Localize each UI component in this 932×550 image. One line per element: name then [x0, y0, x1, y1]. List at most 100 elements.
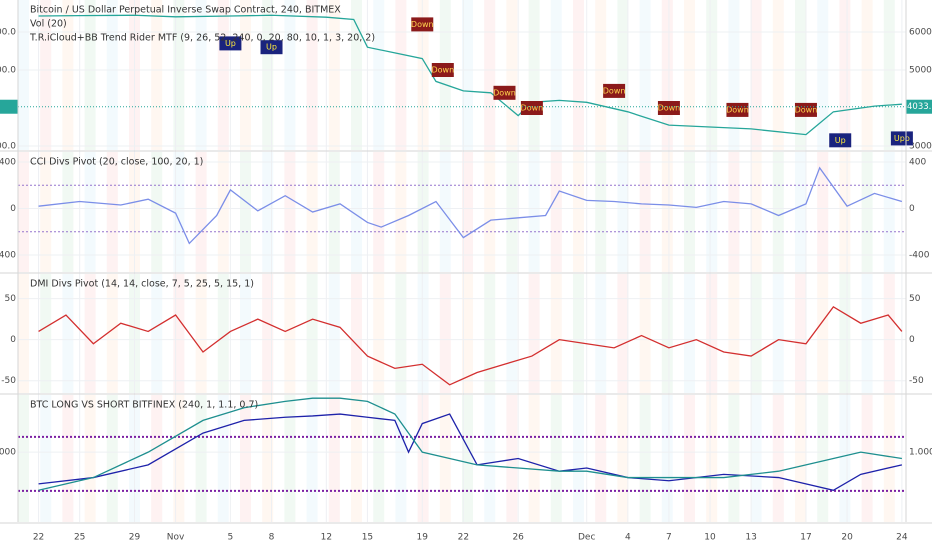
- x-tick-label: 5: [228, 533, 234, 543]
- background-band: [217, 274, 229, 393]
- background-band: [684, 274, 695, 393]
- signal-text: Upp: [894, 134, 910, 143]
- background-band: [173, 0, 185, 150]
- background-band: [328, 395, 340, 522]
- background-band: [328, 0, 340, 150]
- background-band: [284, 274, 296, 393]
- background-band: [395, 0, 407, 150]
- background-band: [528, 0, 540, 150]
- background-band: [661, 274, 673, 393]
- background-band: [462, 0, 473, 150]
- background-band: [106, 274, 118, 393]
- background-band: [839, 274, 851, 393]
- background-band: [661, 152, 673, 272]
- background-band: [639, 0, 651, 150]
- background-band: [62, 274, 74, 393]
- background-band: [550, 274, 562, 393]
- background-band: [883, 274, 895, 393]
- background-band: [217, 152, 229, 272]
- signal-label: [726, 102, 749, 117]
- background-band: [151, 395, 163, 522]
- signal-label: [260, 40, 283, 55]
- signal-text: Down: [431, 66, 454, 75]
- background-band: [84, 395, 96, 522]
- background-band: [40, 274, 52, 393]
- pane-title: DMI Divs Pivot (14, 14, close, 7, 5, 25,…: [30, 279, 254, 290]
- signal-text: Down: [411, 20, 434, 29]
- background-band: [750, 152, 762, 272]
- background-band: [573, 395, 584, 522]
- background-band: [84, 152, 96, 272]
- x-tick-label: 22: [33, 533, 44, 543]
- background-band: [195, 152, 207, 272]
- signal-label: [431, 63, 454, 78]
- background-band: [262, 274, 274, 393]
- background-band: [617, 152, 629, 272]
- x-tick-label: 20: [841, 533, 853, 543]
- signal-label: [890, 131, 913, 146]
- x-tick-label: 4: [625, 533, 631, 543]
- background-band: [106, 395, 118, 522]
- y-tick-label: 6000.0: [0, 27, 16, 37]
- background-band: [195, 0, 207, 150]
- background-band: [795, 0, 806, 150]
- background-band: [661, 0, 673, 150]
- background-band: [395, 395, 407, 522]
- background-band: [306, 395, 318, 522]
- background-band: [595, 0, 607, 150]
- pane-subtitle: Vol (20): [30, 19, 67, 30]
- background-band: [595, 274, 607, 393]
- background-band: [462, 152, 473, 272]
- y-tick-label: 5000.0: [909, 66, 932, 76]
- background-band: [351, 0, 362, 150]
- background-band: [617, 274, 629, 393]
- signal-label: [657, 101, 680, 116]
- background-band: [306, 274, 318, 393]
- background-band: [217, 395, 229, 522]
- background-band: [462, 395, 473, 522]
- background-band: [639, 395, 651, 522]
- background-band: [839, 395, 851, 522]
- signal-label: [219, 36, 242, 51]
- background-band: [861, 152, 873, 272]
- background-band: [40, 395, 52, 522]
- background-band: [62, 395, 74, 522]
- signal-text: Down: [493, 88, 516, 97]
- background-band: [195, 274, 207, 393]
- background-band: [861, 395, 873, 522]
- background-band: [883, 152, 895, 272]
- background-band: [684, 395, 695, 522]
- background-band: [306, 0, 318, 150]
- y-tick-label: 0: [10, 204, 16, 214]
- background-band: [262, 395, 274, 522]
- background-band: [817, 395, 829, 522]
- background-band: [417, 0, 429, 150]
- background-band: [328, 274, 340, 393]
- x-tick-label: 25: [74, 533, 85, 543]
- signal-text: Up: [266, 43, 277, 52]
- background-band: [795, 274, 806, 393]
- background-band: [550, 395, 562, 522]
- background-band: [18, 152, 29, 272]
- background-band: [62, 152, 74, 272]
- background-band: [706, 152, 718, 272]
- background-band: [417, 274, 429, 393]
- y-tick-label: 3000.0: [909, 142, 932, 152]
- background-band: [595, 152, 607, 272]
- signal-label: [794, 102, 817, 117]
- x-tick-label: 22: [458, 533, 469, 543]
- background-band: [284, 0, 296, 150]
- background-band: [484, 395, 496, 522]
- background-band: [284, 395, 296, 522]
- background-band: [262, 0, 274, 150]
- pane-title: CCI Divs Pivot (20, close, 100, 20, 1): [30, 157, 203, 168]
- background-band: [240, 0, 251, 150]
- background-band: [639, 274, 651, 393]
- background-band: [151, 0, 163, 150]
- background-band: [173, 152, 185, 272]
- background-band: [795, 152, 806, 272]
- series-line: [38, 305, 903, 386]
- series-line: [38, 413, 903, 491]
- x-tick-label: 13: [745, 533, 756, 543]
